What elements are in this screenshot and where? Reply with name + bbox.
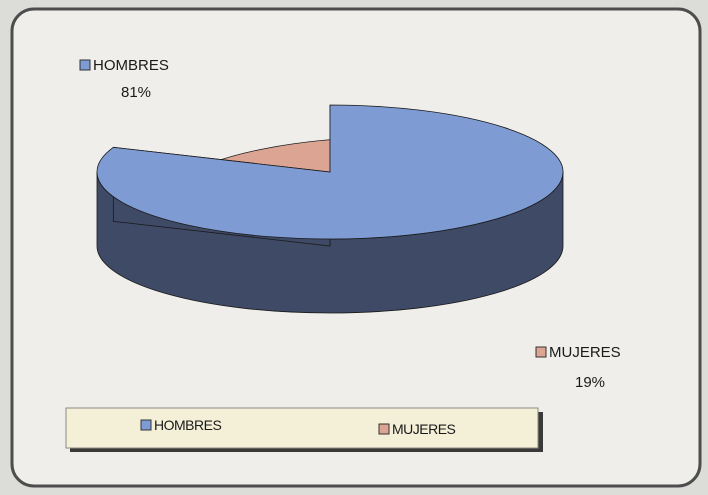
legend-label-mujeres: MUJERES [392,421,456,437]
legend-label-hombres: HOMBRES [154,417,221,433]
pie-slices [96,104,564,314]
label-swatch-mujeres [535,346,547,358]
label-swatch-hombres [79,59,91,71]
data-label-hombres-name: HOMBRES [93,57,169,74]
data-label-mujeres-value: 19% [575,374,605,391]
data-label-hombres-value: 81% [121,84,151,101]
legend-swatch-hombres [140,419,152,431]
legend: HOMBRES MUJERES [65,407,543,452]
pie-slice-hombres-top [96,104,564,240]
data-label-mujeres-name: MUJERES [549,344,621,361]
legend-swatch-mujeres [378,423,390,435]
legend-box [65,407,539,449]
pie-slice-hombres [96,104,564,314]
